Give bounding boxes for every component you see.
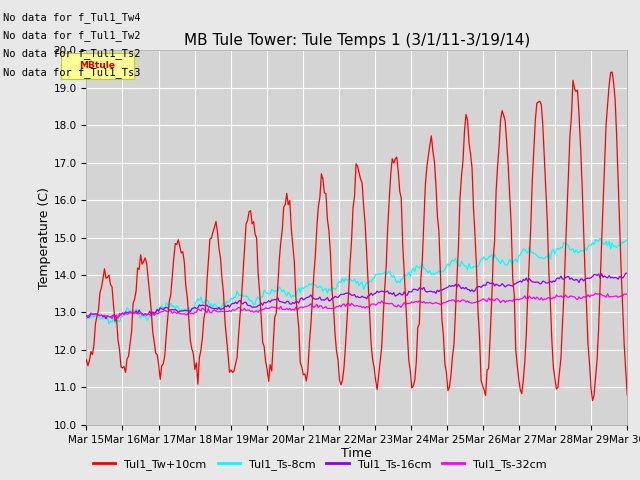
Text: No data for f_Tul1_Ts3: No data for f_Tul1_Ts3 [3, 67, 141, 78]
Text: MBtule: MBtule [79, 61, 116, 71]
Legend: Tul1_Tw+10cm, Tul1_Ts-8cm, Tul1_Ts-16cm, Tul1_Ts-32cm: Tul1_Tw+10cm, Tul1_Ts-8cm, Tul1_Ts-16cm,… [89, 455, 551, 474]
Text: No data for f_Tul1_Tw2: No data for f_Tul1_Tw2 [3, 30, 141, 41]
Text: No data for f_Tul1_Tw4: No data for f_Tul1_Tw4 [3, 12, 141, 23]
Y-axis label: Temperature (C): Temperature (C) [38, 187, 51, 288]
Text: No data for f_Tul1_Ts2: No data for f_Tul1_Ts2 [3, 48, 141, 60]
X-axis label: Time: Time [341, 447, 372, 460]
Title: MB Tule Tower: Tule Temps 1 (3/1/11-3/19/14): MB Tule Tower: Tule Temps 1 (3/1/11-3/19… [184, 33, 530, 48]
